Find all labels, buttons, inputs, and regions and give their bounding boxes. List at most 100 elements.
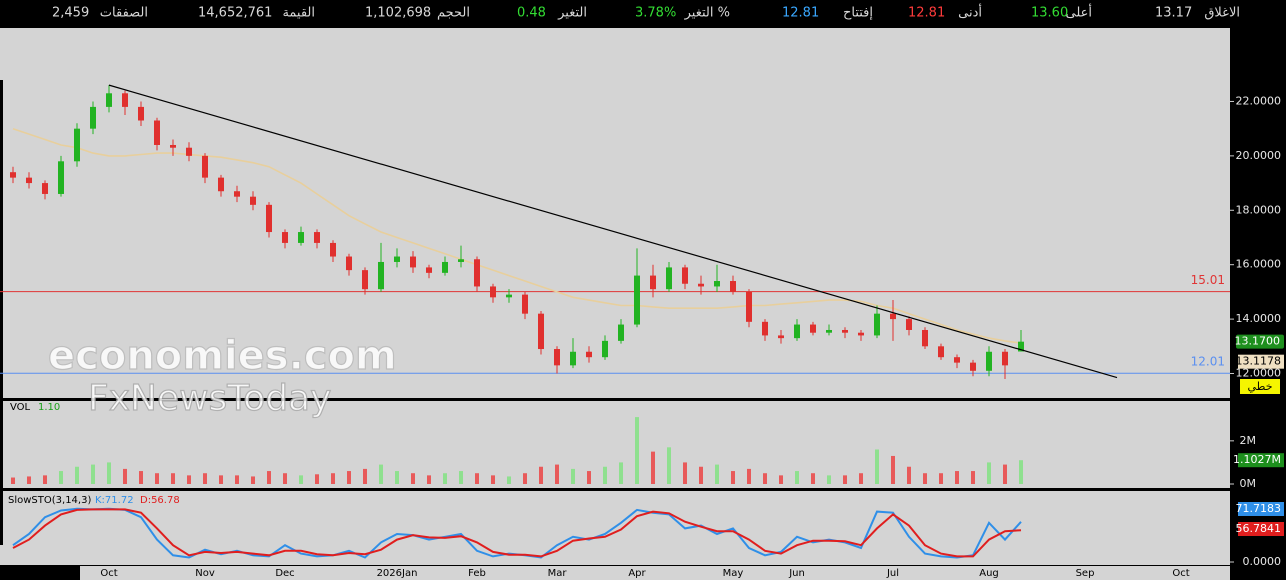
candle-body [138,106,144,121]
volume-bar [795,471,799,484]
candle-body [154,120,160,145]
y-tick-label: 16.0000 [1236,258,1282,271]
volume-bar [235,475,239,484]
stat-value: 14,652,761 [198,6,272,21]
x-tick-label: Oct [100,568,117,579]
y-tick-label: 20.0000 [1236,149,1282,162]
volume-bar [491,475,495,484]
candle-body [458,259,464,262]
candle-body [890,313,896,320]
volume-bar [395,471,399,484]
stochastic-last-label: 71.7183 [1236,502,1282,515]
candle-body [186,147,192,156]
candle-body [858,332,864,336]
candle-body [938,346,944,358]
volume-bar [315,474,319,484]
volume-bar [475,473,479,484]
candle-body [314,232,320,243]
x-tick-label: Apr [628,568,646,579]
volume-bar [203,473,207,484]
ma-value-box [1238,354,1284,369]
volume-bar [603,466,607,484]
volume-bar [267,471,271,484]
stochastic-last-box [1238,502,1284,516]
candle-body [490,286,496,298]
candle-body [282,232,288,243]
volume-bar [523,473,527,484]
candle-body [122,93,128,107]
candle-body [538,313,544,350]
candle-body [970,362,976,371]
candle-body [474,259,480,287]
stochastic-title: SlowSTO(3,14,3) [8,495,91,506]
candle-body [202,155,208,178]
x-tick-label: Sep [1076,568,1095,579]
candle-body [234,191,240,197]
candle-body [746,291,752,322]
volume-bar [187,475,191,484]
volume-bar [907,466,911,484]
x-tick-label: Oct [1172,568,1189,579]
volume-bar [59,471,63,484]
volume-bar [347,471,351,484]
volume-bar [747,468,751,484]
candle-body [522,294,528,314]
volume-bar [11,477,15,484]
volume-bar [859,473,863,484]
watermark-text: economies.com [48,333,397,379]
volume-bar [139,471,143,484]
volume-bar [683,462,687,484]
candle-body [906,319,912,330]
y-tick-label: 2M [1240,434,1257,447]
stat-label: أدنى [958,4,982,21]
candle-body [90,106,96,129]
volume-bar [971,471,975,484]
stat-value: 12.81 [782,6,819,21]
plot-layer: 22.0000 20.0000 18.0000 16.0000 14.0000 12.00… [0,84,1284,579]
volume-bar [427,475,431,484]
volume-bar [91,464,95,484]
candle-body [298,232,304,243]
candle-body [730,281,736,292]
volume-bar [299,475,303,484]
x-axis-strip [80,566,1230,580]
candle-body [842,329,848,333]
candle-body [586,351,592,358]
volume-bar [667,447,671,484]
volume-bar [987,462,991,484]
x-tick-label: Nov [195,568,215,579]
last-price-label: 13.1700 [1235,335,1281,348]
candle-body [58,161,64,194]
volume-bar [763,473,767,484]
candle-body [442,261,448,273]
stat-value: 12.81 [908,6,945,21]
candle-body [714,281,720,287]
volume-bar [827,475,831,484]
level-label: 12.01 [1191,355,1225,369]
left-border [0,80,3,545]
volume-bar [507,476,511,484]
volume-bar [635,417,639,484]
last-price-box [1236,334,1284,349]
volume-bar [331,473,335,484]
trendline [108,84,1118,379]
volume-bar [123,468,127,484]
x-tick-label: Feb [468,568,486,579]
candle-body [602,340,608,358]
volume-bar [843,475,847,484]
y-tick-label: 18.0000 [1236,203,1282,216]
stat-value: 3.78% [635,6,676,21]
volume-bar [923,473,927,484]
candle-body [698,283,704,287]
tag-label: خطي [1248,380,1273,393]
stat-label: الحجم [437,6,470,21]
volume-bar [1003,464,1007,484]
candle-body [1018,341,1024,352]
volume-bar [779,475,783,484]
stochastic-line [12,508,1022,558]
stat-value: 13.17 [1155,6,1192,21]
volume-bar [619,462,623,484]
volume-bar [379,464,383,484]
x-tick-label: Mar [548,568,568,579]
